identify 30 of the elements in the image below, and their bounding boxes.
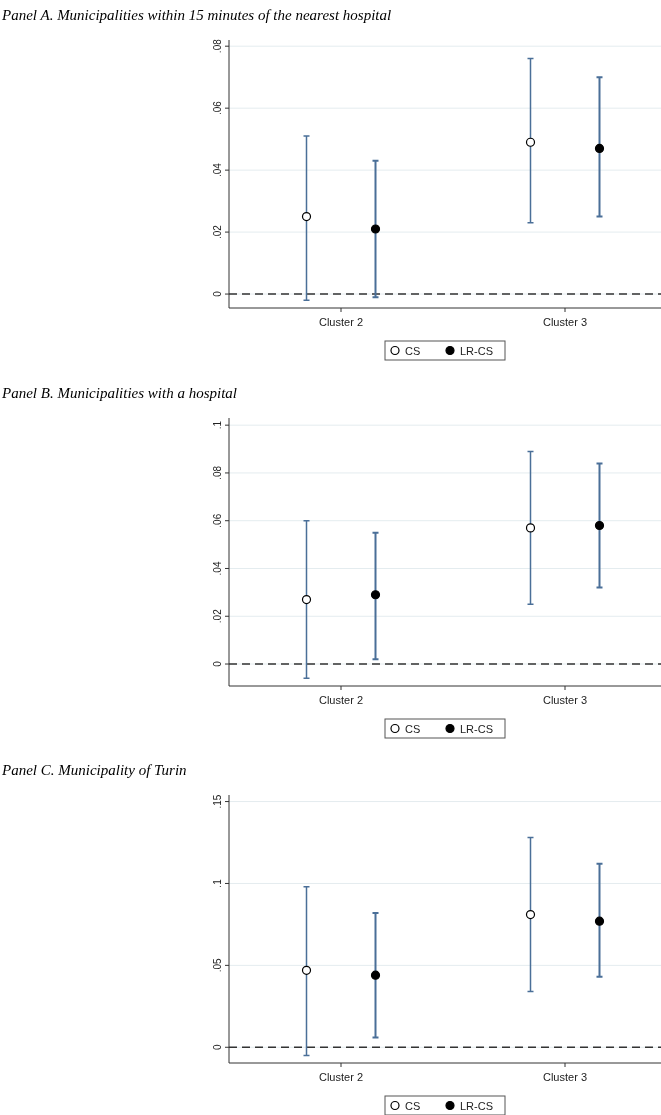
legend-label: LR-CS	[460, 723, 494, 735]
x-tick-label: Cluster 2	[318, 316, 364, 328]
x-tick-label: Cluster 3	[542, 1071, 588, 1083]
x-tick-label: Cluster 3	[542, 694, 588, 706]
y-tick-label: .06	[212, 100, 223, 116]
legend-label: CS	[405, 345, 421, 357]
legend-label: CS	[405, 723, 421, 735]
y-tick-label: .1	[212, 420, 223, 430]
y-tick-label: 0	[212, 1044, 223, 1051]
x-tick-label: Cluster 3	[542, 316, 588, 328]
legend-label: LR-CS	[460, 1100, 494, 1112]
legend-label: LR-CS	[460, 345, 494, 357]
y-tick-label: 0	[212, 290, 223, 297]
y-tick-label: .04	[212, 162, 223, 178]
y-tick-label: .04	[212, 561, 223, 576]
y-tick-label: .08	[212, 38, 223, 54]
legend-label: CS	[405, 1100, 421, 1112]
y-tick-label: .15	[212, 794, 223, 809]
y-tick-label: .02	[212, 224, 223, 240]
x-tick-label: Cluster 2	[318, 1071, 364, 1083]
y-tick-label: .1	[212, 878, 223, 888]
y-tick-label: .02	[212, 608, 223, 624]
y-tick-label: .08	[212, 465, 223, 480]
x-tick-label: Cluster 2	[318, 694, 364, 706]
y-tick-label: .05	[212, 957, 223, 973]
chart-title: Panel B. Municipalities with a hospital	[1, 385, 237, 401]
chart-title: Panel A. Municipalities within 15 minutes of the nearest hospital	[1, 7, 392, 23]
text: Panel C. Municipality of Turin	[1, 762, 187, 778]
y-tick-label: 0	[212, 660, 223, 667]
y-tick-label: .06	[212, 513, 223, 528]
